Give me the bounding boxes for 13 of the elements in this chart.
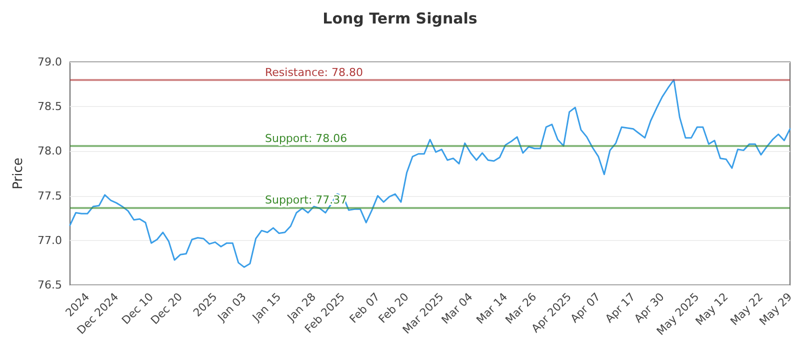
- x-tick-label: Jan 03: [214, 290, 249, 325]
- y-tick-label: 78.5: [38, 100, 62, 114]
- ref-line-label: Resistance: 78.80: [265, 66, 363, 79]
- y-tick-label: 77.0: [38, 234, 62, 247]
- y-tick-label: 79.0: [38, 56, 62, 68]
- y-tick-label: 76.5: [38, 278, 62, 292]
- chart-title: Long Term Signals: [322, 10, 478, 28]
- y-axis-title: Price: [11, 158, 26, 190]
- line-series: [69, 79, 791, 268]
- y-tick-label: 78.0: [38, 144, 62, 158]
- y-tick-label: 77.5: [38, 189, 62, 202]
- ref-line-label: Support: 78.06: [265, 132, 348, 145]
- x-tick-label: Jan 15: [249, 290, 284, 325]
